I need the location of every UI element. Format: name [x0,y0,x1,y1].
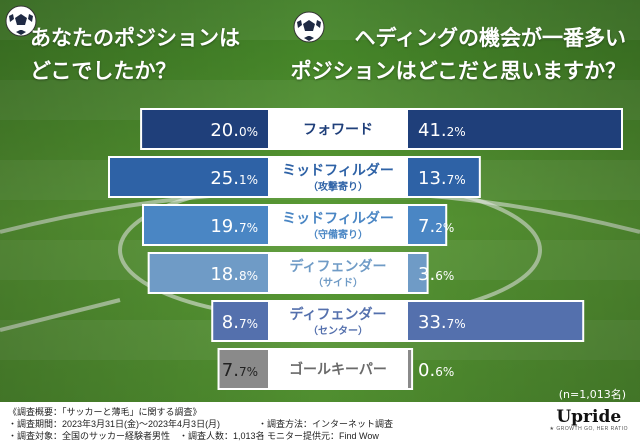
footer-line: ・調査方法：インターネット調査 [258,419,394,429]
category-label-box [268,156,408,198]
value-label-left: 7.7% [222,360,258,381]
category-label: フォワード [303,122,373,138]
category-label: ディフェンダー [289,306,386,323]
category-label-box [268,108,408,150]
bar-left [219,350,268,388]
right-title-line-1: ヘディングの機会が一番多い [354,26,626,50]
category-sublabel: （サイド） [313,276,363,289]
left-title-line-1: あなたのポジションは [30,26,240,50]
bar-right [408,206,446,244]
value-label-right: 7.2% [418,216,454,237]
logo-tagline: ★ GROWTH GO, HER RATIO [549,426,628,432]
category-label: ミッドフィルダー [282,210,394,227]
left-title-line-2: どこでしたか？ [30,59,177,83]
sample-size-note: (n=1,013名) [558,388,626,401]
value-label-left: 8.7% [222,312,258,333]
value-label-right: 13.7% [418,168,466,189]
category-sublabel: （センター） [308,324,368,337]
category-label-box [268,348,408,390]
left-question-title: あなたのポジションは どこでしたか？ [30,22,240,88]
value-label-left: 25.1% [210,168,258,189]
category-label-box [268,204,408,246]
right-question-title: ヘディングの機会が一番多い ポジションはどこだと思いますか？ [291,22,626,88]
bar-right [408,302,583,340]
category-label: ゴールキーパー [289,361,387,378]
bar-left [143,206,268,244]
bar-right [408,254,427,292]
footer-line: ・モニター提供元：Find Wow [258,431,379,441]
value-label-left: 18.8% [210,264,258,285]
survey-footer: 《調査概要：「サッカーと薄毛」に関する調査》 ・調査期間：2023年3月31日(… [0,402,640,443]
value-label-right: 41.2% [418,120,466,141]
logo-wordmark: Upride [556,407,622,427]
soccer-ball-icon [5,5,37,37]
bar-left [213,302,268,340]
bar-right [408,158,479,196]
bar-left [149,254,268,292]
value-label-right: 33.7% [418,312,466,333]
category-label: ディフェンダー [289,258,386,275]
footer-line: ・調査対象：全国のサッカー経験者男性 ・調査人数：1,013名 [8,431,265,441]
footer-line: ・調査期間：2023年3月31日(金)～2023年4月3日(月) [8,419,221,429]
category-label: ミッドフィルダー [282,162,394,179]
value-label-right: 3.6% [418,264,454,285]
right-title-line-2: ポジションはどこだと思いますか？ [290,59,626,83]
upride-logo: Upride ★ GROWTH GO, HER RATIO [550,408,628,432]
footer-survey-overview: 《調査概要：「サッカーと薄毛」に関する調査》 ・調査期間：2023年3月31日(… [8,406,265,442]
footer-survey-method: ・調査方法：インターネット調査 ・モニター提供元：Find Wow [258,418,393,442]
category-label-box [268,252,408,294]
bar-right [408,110,621,148]
value-label-left: 20.0% [210,120,258,141]
value-label-left: 19.7% [210,216,258,237]
category-label-box [268,300,408,342]
soccer-ball-icon [293,11,325,43]
footer-line: 《調査概要：「サッカーと薄毛」に関する調査》 [8,407,202,417]
bar-right [408,350,412,388]
value-label-right: 0.6% [418,360,454,381]
category-sublabel: （守備寄り） [308,228,368,241]
bar-left [110,158,268,196]
category-sublabel: （攻撃寄り） [308,180,368,193]
bar-left [142,110,268,148]
